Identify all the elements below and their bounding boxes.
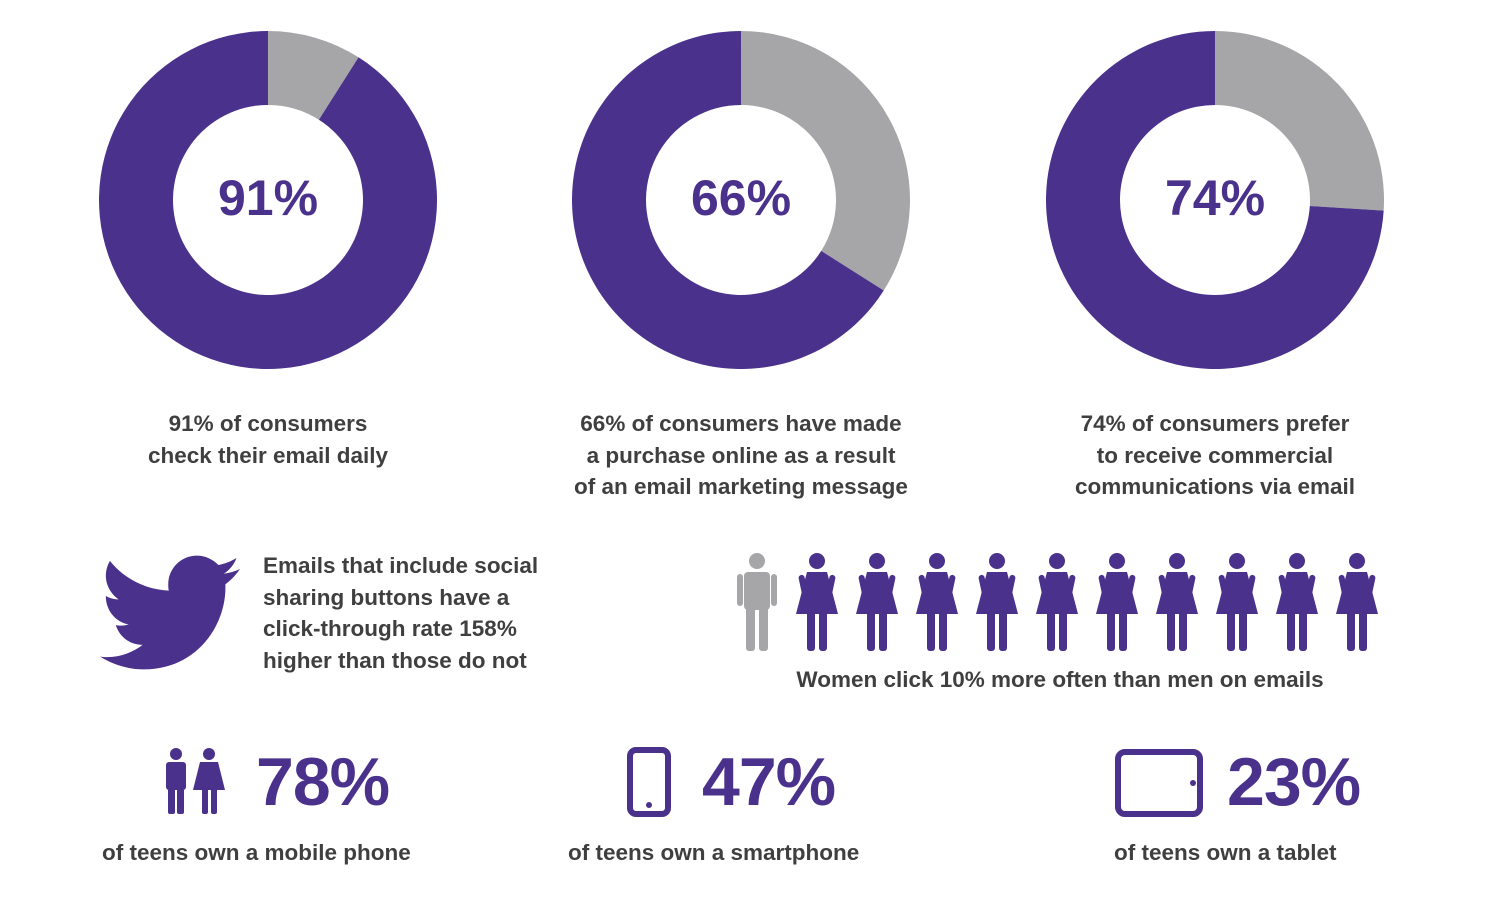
stat-label-mobile: of teens own a mobile phone — [102, 840, 411, 865]
donut-slice-value — [98, 31, 437, 369]
people-row — [735, 553, 1395, 653]
donut-svg-3 — [1046, 31, 1384, 370]
donut-chart-2: 66% — [571, 30, 911, 370]
donut-caption-3: 74% of consumers prefer to receive comme… — [1074, 411, 1356, 499]
woman-icon — [976, 553, 1018, 651]
donut-chart-1: 91% — [98, 30, 438, 370]
twitter-bird-icon — [100, 555, 240, 670]
people-caption: Women click 10% more often than men on e… — [796, 667, 1324, 692]
donut-slice-remainder — [741, 31, 910, 291]
donut-svg-1 — [98, 31, 437, 369]
stat-label-smartphone: of teens own a smartphone — [568, 840, 860, 865]
woman-icon — [1096, 553, 1138, 651]
stat-value-tablet: 23% — [1227, 744, 1361, 820]
stat-label-tablet: of teens own a tablet — [1114, 840, 1337, 865]
donut-center-value: 66% — [690, 170, 792, 226]
donut-caption-2: 66% of consumers have made a purchase on… — [574, 411, 908, 499]
donut-slice-remainder — [1215, 31, 1384, 211]
woman-icon — [1336, 553, 1378, 651]
social-sharing-text: Emails that include social sharing butto… — [263, 553, 539, 673]
donut-svg-2 — [572, 31, 910, 369]
woman-icon — [1036, 553, 1078, 651]
donut-center-value: 74% — [1164, 170, 1266, 226]
woman-icon — [1216, 553, 1258, 651]
woman-icon — [796, 553, 838, 651]
woman-icon — [1156, 553, 1198, 651]
woman-icon — [856, 553, 898, 651]
people-svg — [737, 553, 1378, 651]
donut-center-value: 91% — [217, 170, 319, 226]
woman-icon — [1276, 553, 1318, 651]
donut-slice-value — [1046, 31, 1384, 370]
woman-icon — [916, 553, 958, 651]
couple-icon — [166, 748, 225, 814]
donut-slice-value — [572, 31, 884, 369]
man-icon — [737, 553, 777, 651]
donut-caption-1: 91% of consumers check their email daily — [147, 411, 389, 468]
tablet-icon — [1115, 749, 1203, 817]
smartphone-icon — [627, 747, 671, 817]
stat-value-smartphone: 47% — [702, 744, 836, 820]
donut-chart-3: 74% — [1045, 30, 1385, 370]
stat-value-mobile: 78% — [256, 744, 390, 820]
donut-slice-remainder — [268, 31, 359, 120]
